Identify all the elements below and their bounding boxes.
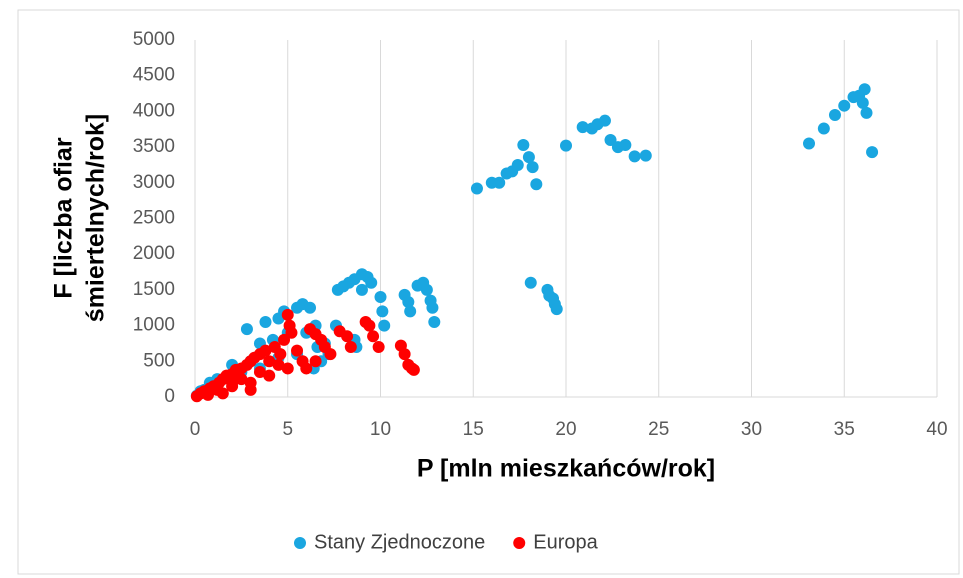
point	[576, 121, 589, 134]
point	[341, 330, 354, 343]
y-tick-label: 2500	[133, 208, 175, 229]
x-tick-label: 10	[370, 419, 391, 440]
point	[828, 108, 841, 121]
y-axis-title: F [liczba ofiar	[50, 137, 78, 298]
x-axis-title: P [mln mieszkańców/rok]	[417, 455, 715, 483]
point	[244, 383, 257, 396]
point	[493, 176, 506, 189]
x-tick-label: 5	[282, 419, 293, 440]
point	[398, 348, 411, 361]
point	[372, 341, 385, 354]
point	[550, 303, 563, 316]
point	[522, 151, 535, 164]
x-tick-label: 15	[463, 419, 484, 440]
point	[259, 316, 272, 329]
point	[860, 106, 873, 119]
y-tick-label: 3000	[133, 172, 175, 193]
point	[598, 114, 611, 127]
point	[803, 137, 816, 150]
point	[426, 301, 439, 314]
point	[309, 355, 322, 368]
point	[374, 291, 387, 304]
point	[560, 139, 572, 152]
point	[235, 373, 248, 386]
point	[604, 133, 617, 146]
point	[856, 96, 869, 109]
point	[511, 158, 524, 171]
point	[428, 316, 441, 329]
point	[404, 305, 417, 318]
point	[281, 362, 294, 375]
point	[274, 348, 287, 361]
point	[524, 276, 537, 289]
point	[253, 366, 266, 379]
point	[420, 283, 433, 296]
point	[263, 369, 276, 382]
point	[291, 301, 304, 314]
point	[263, 355, 276, 368]
point	[344, 341, 357, 354]
y-tick-label: 500	[143, 350, 175, 371]
x-tick-label: 30	[741, 419, 762, 440]
y-tick-label: 1500	[133, 279, 175, 300]
point	[272, 358, 285, 371]
point	[530, 178, 543, 191]
point	[526, 161, 539, 174]
point	[817, 122, 830, 135]
point	[226, 376, 239, 389]
point	[363, 319, 376, 332]
point	[281, 308, 294, 321]
x-tick-label: 40	[926, 419, 947, 440]
y-tick-label: 2000	[133, 243, 175, 264]
point	[216, 387, 229, 400]
point	[324, 348, 337, 361]
point	[858, 83, 871, 96]
point	[331, 283, 344, 296]
point	[285, 326, 298, 339]
point	[470, 182, 483, 195]
point	[201, 388, 214, 401]
point	[628, 150, 641, 163]
y-tick-label: 3500	[133, 136, 175, 157]
point	[365, 276, 378, 289]
y-tick-label: 0	[164, 386, 175, 407]
legend-label: Europa	[533, 531, 598, 553]
point	[278, 333, 291, 346]
y-tick-label: 4500	[133, 65, 175, 86]
point	[838, 99, 851, 112]
point	[367, 330, 380, 343]
y-tick-label: 4000	[133, 100, 175, 121]
point	[272, 312, 285, 325]
point	[291, 344, 304, 357]
x-tick-label: 20	[555, 419, 576, 440]
point	[402, 296, 415, 309]
legend-label: Stany Zjednoczone	[314, 531, 485, 553]
y-axis-title: śmiertelnych/rok]	[82, 114, 110, 322]
point	[407, 363, 420, 376]
x-tick-label: 25	[648, 419, 669, 440]
point	[376, 305, 389, 318]
chart-frame	[17, 9, 960, 575]
x-tick-label: 0	[190, 419, 201, 440]
point	[619, 138, 632, 151]
point	[517, 138, 530, 151]
point	[259, 344, 272, 357]
point	[378, 319, 391, 332]
legend-marker	[513, 537, 526, 549]
y-tick-label: 5000	[133, 29, 175, 50]
point	[866, 146, 879, 159]
point	[639, 149, 652, 162]
y-tick-label: 1000	[133, 315, 175, 336]
point	[355, 283, 368, 296]
point	[304, 301, 317, 314]
legend-marker	[294, 537, 306, 549]
point	[300, 362, 313, 375]
x-tick-label: 35	[834, 419, 855, 440]
point	[240, 323, 253, 336]
